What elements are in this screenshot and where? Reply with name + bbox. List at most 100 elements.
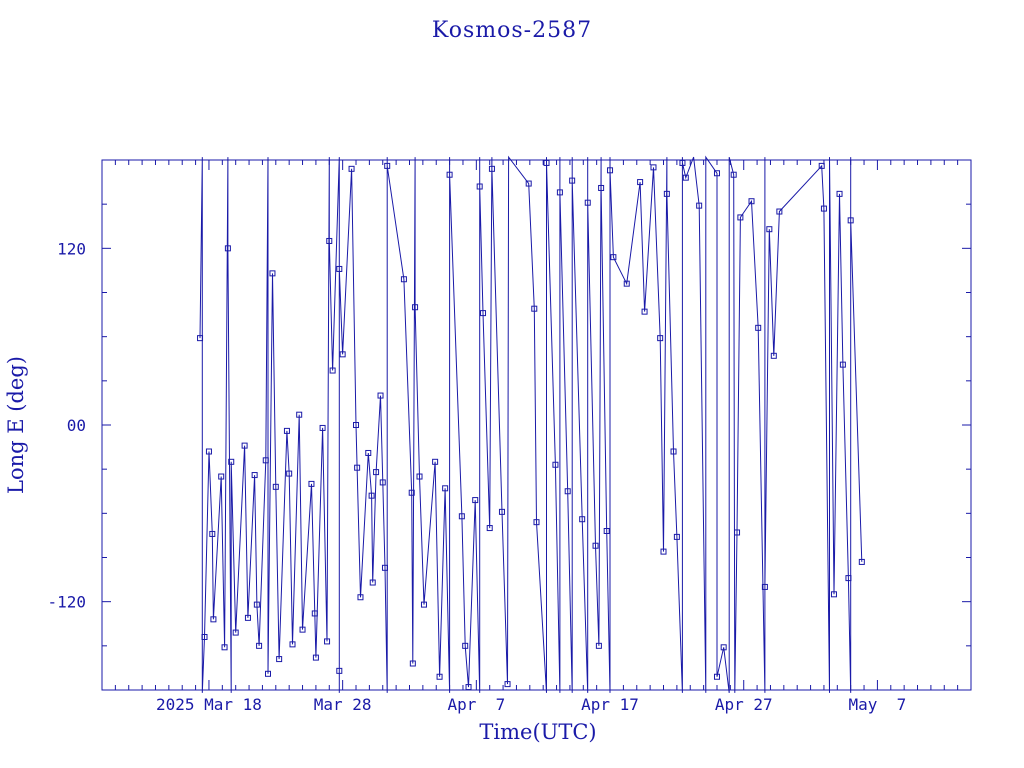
data-point [637, 179, 644, 186]
data-point [253, 601, 260, 608]
data-point [308, 480, 315, 487]
data-point [381, 564, 388, 571]
data-point [488, 165, 495, 172]
data-point [533, 519, 540, 526]
data-point [839, 361, 846, 368]
data-point [205, 448, 212, 455]
data-point [329, 367, 336, 374]
data-point [336, 667, 343, 674]
data-point [272, 483, 279, 490]
x-axis-label: Time(UTC) [479, 720, 596, 744]
data-point [296, 411, 303, 418]
data-point [373, 469, 380, 476]
x-tick-labels: 2025 Mar 18 Mar 28 Apr 7 Apr 17 Apr 27 May 7 [156, 695, 906, 714]
data-point [265, 670, 272, 677]
data-point [730, 171, 737, 178]
data-point [241, 442, 248, 449]
data-point [336, 265, 343, 272]
data-point [592, 542, 599, 549]
data-point [543, 159, 550, 166]
data-point [412, 304, 419, 311]
data-point [269, 270, 276, 277]
data-point [818, 162, 825, 169]
data-point [603, 528, 610, 534]
data-point [465, 684, 472, 691]
data-point [755, 324, 762, 331]
data-point [400, 276, 407, 283]
data-point [720, 644, 727, 651]
data-point [319, 424, 326, 431]
data-point [673, 533, 680, 540]
data-point [384, 162, 391, 169]
data-point [197, 335, 204, 342]
data-point [365, 449, 372, 456]
data-point [734, 529, 741, 536]
data-point [713, 673, 720, 680]
data-point [504, 681, 511, 688]
data-point [845, 575, 852, 582]
data-point [244, 614, 251, 621]
data-point [377, 392, 384, 399]
chart-title: Kosmos-2587 [432, 18, 592, 43]
data-point [748, 198, 755, 205]
data-point [209, 530, 216, 537]
data-point [379, 479, 386, 486]
data-point [610, 254, 617, 261]
y-axis-label: Long E (deg) [4, 356, 28, 494]
data-point [224, 245, 231, 252]
data-point [682, 174, 689, 181]
data-point [218, 473, 225, 480]
data-point [354, 464, 361, 471]
series-line [199, 155, 863, 693]
data-point [251, 472, 258, 479]
data-point [579, 516, 586, 523]
x-tick-label: Mar 28 [314, 695, 372, 714]
data-point [641, 308, 648, 315]
data-point [442, 485, 449, 492]
x-tick-label: May 7 [849, 695, 907, 714]
data-point [660, 548, 667, 555]
data-point [820, 205, 827, 212]
data-point [201, 634, 208, 640]
data-point [623, 280, 630, 287]
data-point [595, 642, 602, 649]
data-point [432, 458, 439, 465]
data-point [409, 660, 416, 667]
data-point [348, 165, 355, 172]
data-point [564, 488, 571, 495]
y-tick-label: 120 [57, 239, 86, 258]
data-point [472, 497, 479, 504]
data-point [737, 214, 744, 221]
x-tick-label: Apr 7 [447, 695, 505, 714]
data-point [262, 457, 269, 464]
data-point [408, 489, 415, 496]
data-point [458, 513, 465, 520]
data-point [276, 656, 283, 663]
data-point [326, 237, 333, 244]
data-point [476, 183, 483, 190]
data-point [696, 202, 703, 209]
data-point [357, 594, 364, 601]
x-tick-label: 2025 Mar 18 [156, 695, 262, 714]
data-point [498, 508, 505, 515]
axis-ticks [101, 160, 972, 690]
y-tick-label: -120 [47, 593, 86, 612]
data-point [858, 558, 865, 565]
data-point [713, 170, 720, 177]
data-point [416, 473, 423, 480]
data-point [766, 226, 773, 233]
data-point [324, 638, 331, 645]
data-point [420, 601, 427, 608]
data-point [670, 448, 677, 455]
data-point [228, 458, 235, 465]
data-point [525, 180, 532, 187]
data-point [353, 422, 360, 428]
data-point [776, 208, 783, 215]
data-point [598, 184, 605, 191]
data-point [436, 673, 443, 680]
y-tick-label: 00 [67, 416, 86, 435]
data-point [299, 626, 306, 633]
y-tick-labels: 120 00 -120 [47, 239, 86, 611]
data-point [679, 159, 686, 166]
